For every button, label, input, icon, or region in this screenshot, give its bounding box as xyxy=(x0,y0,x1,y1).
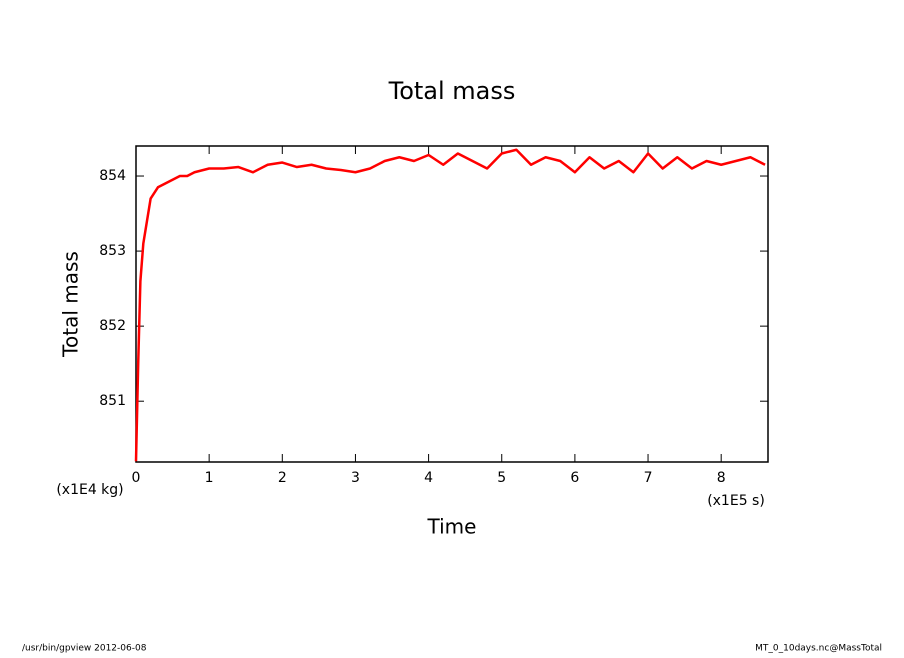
x-tick-label: 8 xyxy=(717,470,726,486)
y-tick-label: 853 xyxy=(99,243,126,259)
x-tick-label: 2 xyxy=(278,470,287,486)
footer-right: MT_0_10days.nc@MassTotal xyxy=(755,644,882,654)
x-tick-label: 7 xyxy=(644,470,653,486)
y-unit: (x1E4 kg) xyxy=(56,482,123,498)
chart-title: Total mass xyxy=(388,77,516,105)
x-tick-label: 3 xyxy=(351,470,360,486)
x-tick-label: 5 xyxy=(497,470,506,486)
footer-left: /usr/bin/gpview 2012-06-08 xyxy=(22,644,147,654)
x-tick-label: 4 xyxy=(424,470,433,486)
x-axis-label: Time xyxy=(427,515,477,539)
plot-frame xyxy=(135,145,769,463)
x-tick-label: 0 xyxy=(132,470,141,486)
y-tick-label: 852 xyxy=(99,318,126,334)
x-tick-label: 1 xyxy=(205,470,214,486)
y-tick-label: 854 xyxy=(99,168,126,184)
y-axis-label: Total mass xyxy=(59,251,83,358)
data-line xyxy=(134,148,766,462)
x-tick-label: 6 xyxy=(570,470,579,486)
y-tick-label: 851 xyxy=(99,393,126,409)
x-unit: (x1E5 s) xyxy=(707,493,765,509)
